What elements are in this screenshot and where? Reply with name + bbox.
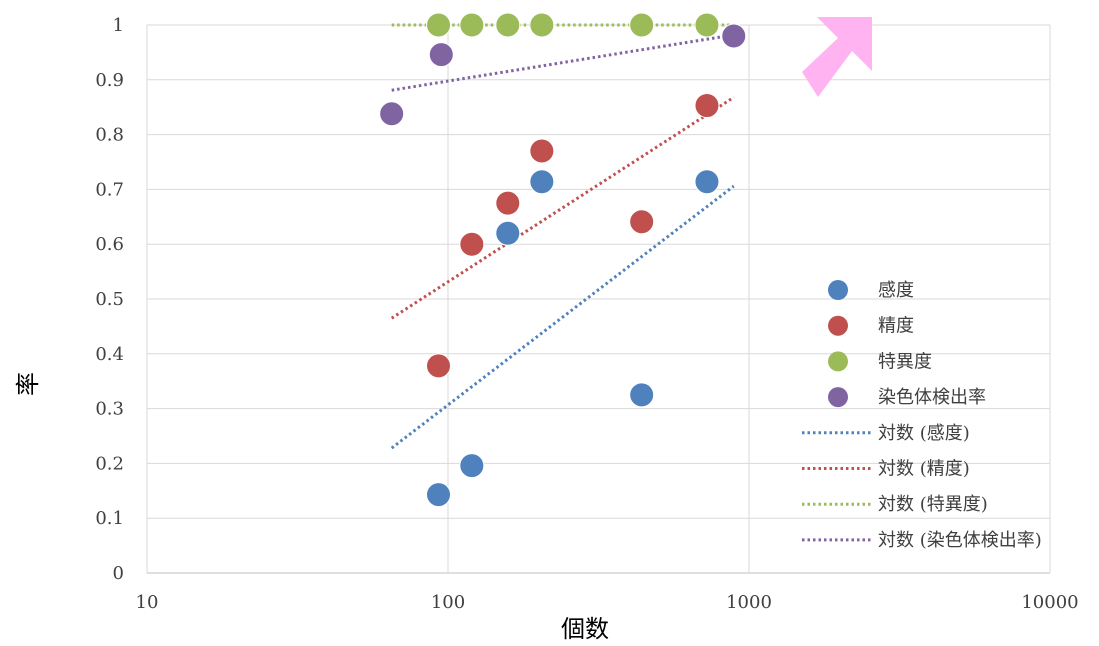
- y-tick-label: 0.7: [95, 179, 124, 200]
- data-point-series-2: [629, 12, 655, 38]
- annotation-arrow: [802, 17, 872, 97]
- data-point-series-3: [721, 23, 747, 49]
- legend-trend-label-1: 対数 (精度): [878, 459, 970, 480]
- data-point-series-2: [426, 12, 452, 38]
- data-point-series-1: [426, 353, 452, 379]
- legend-trend-label-3: 対数 (染色体検出率): [878, 530, 1042, 551]
- x-tick-label: 10000: [1021, 592, 1078, 613]
- data-point-series-1: [459, 231, 485, 257]
- data-point-series-2: [495, 12, 521, 38]
- data-points: [379, 12, 747, 508]
- x-axis-title: 個数: [561, 615, 609, 643]
- data-point-series-2: [529, 12, 555, 38]
- trendline-0: [390, 184, 735, 450]
- data-point-series-1: [629, 209, 655, 235]
- y-tick-label: 0.1: [95, 508, 124, 529]
- trendline-1: [390, 96, 735, 320]
- y-tick-label: 0.2: [95, 453, 124, 474]
- legend-label-2: 特異度: [878, 351, 932, 372]
- gridlines: [146, 24, 1051, 574]
- data-point-series-3: [428, 42, 454, 68]
- y-tick-label: 1: [113, 15, 124, 36]
- data-point-series-0: [694, 169, 720, 195]
- legend-marker-2: [828, 351, 848, 372]
- y-tick-label: 0.5: [95, 289, 124, 310]
- x-tick-labels: 10 100 1000 10000: [136, 592, 1079, 613]
- data-point-series-1: [495, 190, 521, 216]
- x-tick-label: 100: [431, 592, 465, 613]
- x-tick-label: 10: [136, 592, 159, 613]
- legend-trend-label-0: 対数 (感度): [878, 423, 970, 444]
- legend-label-1: 精度: [878, 316, 914, 337]
- y-tick-label: 0.6: [95, 234, 124, 255]
- y-tick-label: 0.8: [95, 125, 124, 146]
- y-tick-label: 0.9: [95, 70, 124, 91]
- x-tick-label: 1000: [726, 592, 772, 613]
- data-point-series-0: [426, 482, 452, 508]
- data-point-series-0: [529, 169, 555, 195]
- data-point-series-0: [629, 382, 655, 408]
- y-axis-title: 率: [14, 372, 42, 396]
- y-tick-label: 0.3: [95, 399, 124, 420]
- y-tick-label: 0: [113, 563, 124, 584]
- data-point-series-2: [459, 12, 485, 38]
- y-tick-label: 0.4: [95, 344, 124, 365]
- data-point-series-0: [495, 220, 521, 246]
- data-point-series-3: [379, 101, 405, 127]
- legend-label-0: 感度: [878, 280, 914, 301]
- data-point-series-0: [459, 453, 485, 479]
- legend-trend-label-2: 対数 (特異度): [878, 494, 988, 515]
- data-point-series-2: [694, 12, 720, 38]
- legend-marker-1: [828, 315, 848, 336]
- data-point-series-1: [694, 93, 720, 119]
- data-point-series-1: [529, 138, 555, 164]
- y-tick-labels: 0 0.1 0.2 0.3 0.4 0.5 0.6 0.7 0.8 0.9 1: [95, 15, 124, 584]
- legend-label-3: 染色体検出率: [878, 387, 986, 408]
- legend-marker-3: [828, 387, 848, 408]
- legend-marker-0: [828, 280, 848, 300]
